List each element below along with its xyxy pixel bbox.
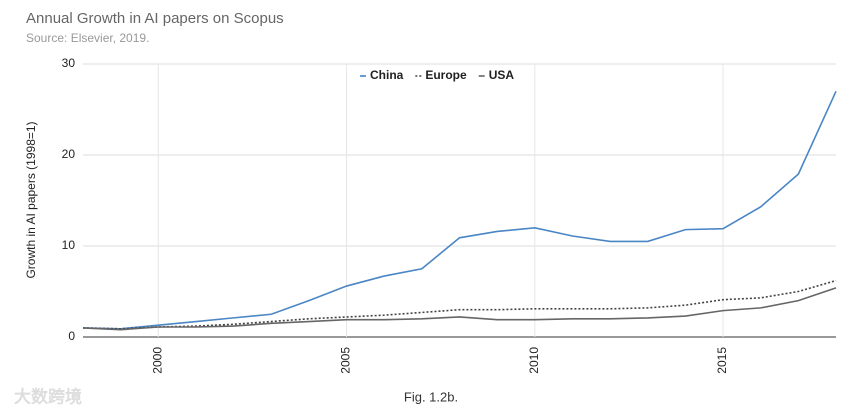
y-tick-label: 10 xyxy=(62,238,76,252)
legend-label: China xyxy=(370,68,404,82)
y-tick-label: 20 xyxy=(62,147,76,161)
legend-label: USA xyxy=(489,68,515,82)
y-tick-label: 30 xyxy=(62,56,76,70)
series-line xyxy=(82,287,837,331)
legend-label: Europe xyxy=(425,68,467,82)
x-tick-label: 2010 xyxy=(527,347,541,374)
y-axis-label: Growth in AI papers (1998=1) xyxy=(24,121,38,278)
series-line xyxy=(82,279,837,330)
y-tick-label: 0 xyxy=(68,329,75,343)
caption: Fig. 1.2b. xyxy=(404,389,458,404)
series-line xyxy=(82,90,837,330)
chart-subtitle: Source: Elsevier, 2019. xyxy=(26,31,149,45)
chart-title: Annual Growth in AI papers on Scopus xyxy=(26,10,284,27)
x-tick-label: 2015 xyxy=(715,347,729,374)
x-tick-label: 2005 xyxy=(339,347,353,374)
watermark: 大数跨境 xyxy=(14,386,82,406)
x-tick-label: 2000 xyxy=(150,347,164,374)
